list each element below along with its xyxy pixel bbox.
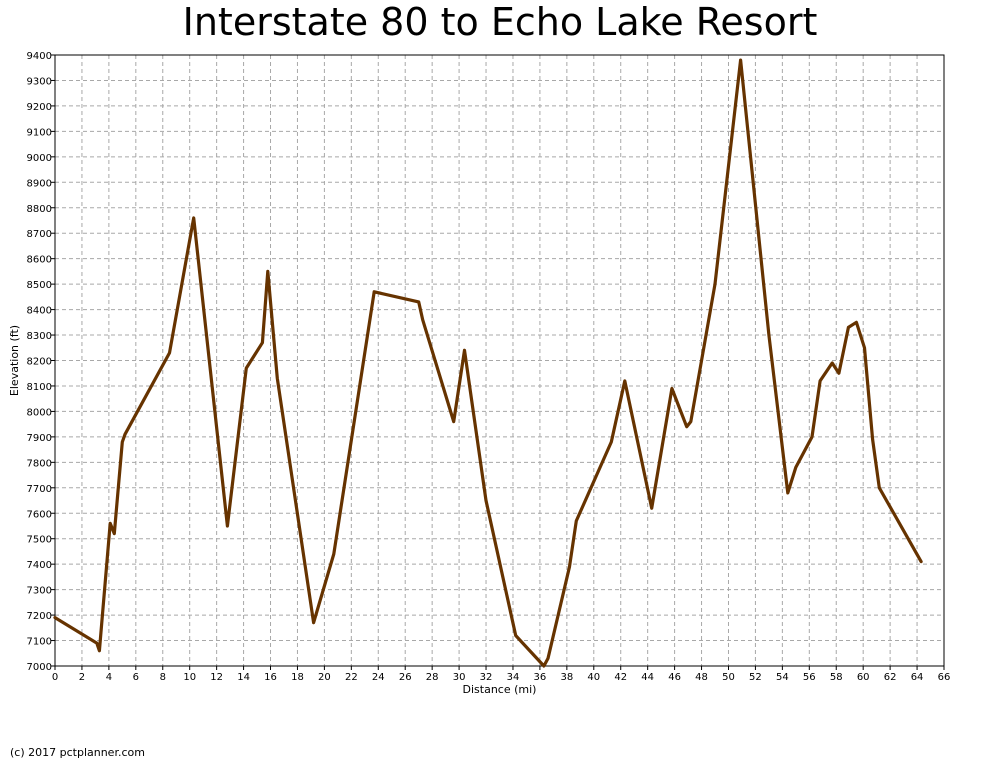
x-tick-label: 46 bbox=[668, 672, 681, 683]
axis-ticks: 0 2 4 6 8 10 12 14 16 18 20 22 24 26 28 30 32 34 36 38 40 42 4… bbox=[27, 51, 951, 683]
y-tick-label: 8600 bbox=[27, 255, 52, 266]
y-axis-label: Elevation (ft) bbox=[8, 325, 21, 396]
y-tick-label: 7000 bbox=[27, 662, 52, 673]
y-tick-label: 7100 bbox=[27, 637, 52, 648]
y-tick-label: 7500 bbox=[27, 535, 52, 546]
y-tick-label: 8200 bbox=[27, 357, 52, 368]
y-tick-label: 8300 bbox=[27, 331, 52, 342]
x-tick-label: 38 bbox=[560, 672, 573, 683]
x-tick-label: 44 bbox=[641, 672, 654, 683]
x-tick-label: 58 bbox=[830, 672, 843, 683]
x-tick-label: 60 bbox=[857, 672, 870, 683]
x-tick-label: 36 bbox=[534, 672, 547, 683]
y-tick-label: 8800 bbox=[27, 204, 52, 215]
x-tick-label: 12 bbox=[210, 672, 223, 683]
y-tick-label: 7200 bbox=[27, 611, 52, 622]
y-tick-label: 7700 bbox=[27, 484, 52, 495]
x-tick-label: 28 bbox=[426, 672, 439, 683]
x-tick-label: 10 bbox=[183, 672, 196, 683]
x-tick-label: 16 bbox=[264, 672, 277, 683]
x-tick-label: 42 bbox=[614, 672, 627, 683]
copyright-text: (c) 2017 pctplanner.com bbox=[10, 746, 145, 759]
x-tick-label: 30 bbox=[453, 672, 466, 683]
x-tick-label: 50 bbox=[722, 672, 735, 683]
y-tick-label: 8000 bbox=[27, 407, 52, 418]
y-tick-label: 7600 bbox=[27, 509, 52, 520]
x-tick-label: 4 bbox=[106, 672, 112, 683]
y-tick-label: 9200 bbox=[27, 102, 52, 113]
x-tick-label: 40 bbox=[587, 672, 600, 683]
y-tick-label: 7900 bbox=[27, 433, 52, 444]
x-axis-label: Distance (mi) bbox=[463, 683, 537, 696]
y-tick-label: 7400 bbox=[27, 560, 52, 571]
x-tick-label: 2 bbox=[79, 672, 85, 683]
x-tick-label: 54 bbox=[776, 672, 789, 683]
y-tick-label: 8400 bbox=[27, 306, 52, 317]
x-tick-label: 64 bbox=[911, 672, 924, 683]
x-tick-label: 34 bbox=[507, 672, 520, 683]
x-tick-label: 62 bbox=[884, 672, 897, 683]
elevation-profile-line bbox=[53, 58, 923, 668]
x-tick-label: 0 bbox=[52, 672, 58, 683]
x-tick-label: 66 bbox=[938, 672, 951, 683]
y-tick-label: 9300 bbox=[27, 76, 52, 87]
x-tick-label: 18 bbox=[291, 672, 304, 683]
y-tick-label: 9400 bbox=[27, 51, 52, 62]
y-tick-label: 7300 bbox=[27, 586, 52, 597]
x-tick-label: 6 bbox=[133, 672, 139, 683]
y-tick-label: 9000 bbox=[27, 153, 52, 164]
x-tick-label: 52 bbox=[749, 672, 762, 683]
x-tick-label: 20 bbox=[318, 672, 331, 683]
grid-lines bbox=[55, 55, 944, 666]
x-tick-label: 32 bbox=[480, 672, 493, 683]
y-tick-label: 8500 bbox=[27, 280, 52, 291]
y-tick-label: 8100 bbox=[27, 382, 52, 393]
x-tick-label: 8 bbox=[160, 672, 166, 683]
x-tick-label: 26 bbox=[399, 672, 412, 683]
x-tick-label: 24 bbox=[372, 672, 385, 683]
x-tick-label: 22 bbox=[345, 672, 358, 683]
y-tick-label: 8700 bbox=[27, 229, 52, 240]
chart-title: Interstate 80 to Echo Lake Resort bbox=[182, 0, 818, 44]
x-tick-label: 14 bbox=[237, 672, 250, 683]
x-tick-label: 56 bbox=[803, 672, 816, 683]
x-tick-label: 48 bbox=[695, 672, 708, 683]
y-tick-label: 8900 bbox=[27, 178, 52, 189]
y-tick-label: 9100 bbox=[27, 127, 52, 138]
y-tick-label: 7800 bbox=[27, 458, 52, 469]
